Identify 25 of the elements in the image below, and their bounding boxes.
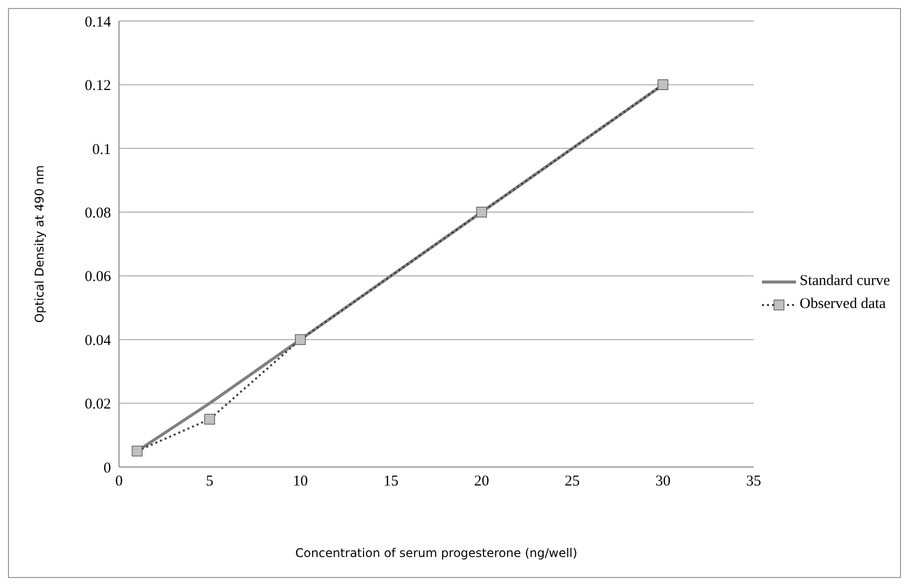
y-tick-label: 0.08 [84, 205, 111, 222]
x-tick-label: 25 [564, 474, 580, 490]
x-axis-title: Concentration of serum progesterone (ng/well) [295, 546, 578, 560]
x-tick-label: 20 [474, 474, 490, 490]
point [658, 79, 668, 90]
point [476, 206, 487, 218]
legend-label: Observed data [800, 296, 886, 313]
x-tick-label: 15 [383, 474, 398, 490]
legend-label: Standard curve [800, 273, 890, 290]
y-tick-label: 0 [104, 460, 111, 476]
point [204, 414, 215, 425]
y-tick-label: 0.14 [84, 14, 112, 30]
x-tick-label: 30 [655, 474, 670, 490]
y-tick-label: 0.12 [84, 78, 111, 94]
y-tick-label: 0.1 [92, 142, 111, 158]
y-tick-label: 0.06 [84, 269, 112, 286]
y-tick-label: 0.04 [84, 332, 112, 349]
point [132, 446, 142, 456]
y-axis-title: Optical Density at 490 nm [32, 165, 46, 323]
y-tick-label: 0.02 [84, 396, 111, 413]
point [295, 334, 306, 345]
x-tick-label: 35 [746, 474, 762, 490]
x-tick-label: 10 [292, 474, 308, 490]
x-tick-label: 0 [115, 474, 123, 490]
x-tick-label: 5 [206, 474, 214, 490]
